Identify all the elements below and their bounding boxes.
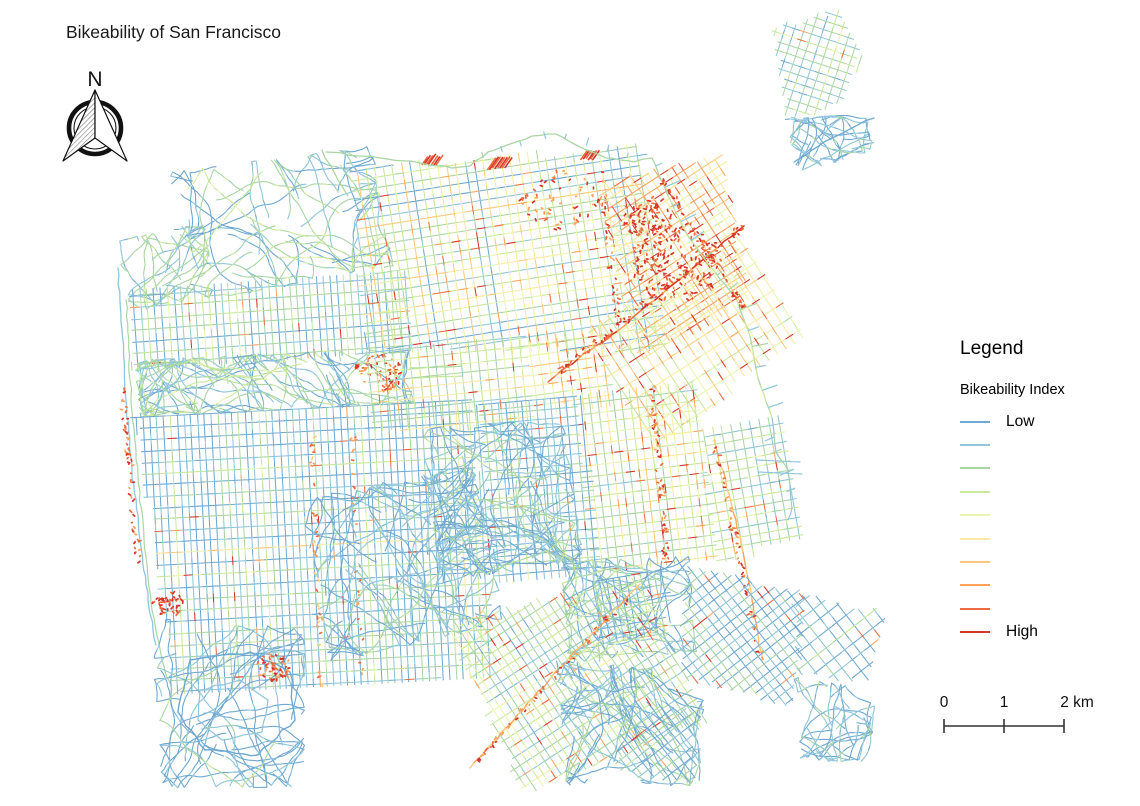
district-treasure-island xyxy=(771,9,863,121)
road-bay-bridge-b xyxy=(801,133,869,171)
piers-fort-mason xyxy=(421,153,444,167)
speckles-third-street xyxy=(712,446,765,661)
district-visitacion-grid xyxy=(615,697,700,783)
legend-item xyxy=(960,527,1135,550)
legend-layer-title: Bikeability Index xyxy=(960,382,1065,398)
district-presidio xyxy=(170,146,394,298)
district-bernal-grid xyxy=(591,569,672,645)
pier-long-a xyxy=(755,459,801,463)
pier-long-b xyxy=(757,471,803,475)
road-embarcadero xyxy=(651,157,773,419)
legend-swatch-line xyxy=(960,537,990,540)
district-lake-merced xyxy=(153,618,306,789)
district-golden-gate-park xyxy=(134,346,414,419)
legend-swatch-line xyxy=(960,444,990,447)
district-marina-grid xyxy=(349,143,669,356)
road-great-highway xyxy=(125,299,173,691)
legend-item xyxy=(960,480,1135,503)
piers-embarcadero xyxy=(655,162,784,409)
district-bayview-grid xyxy=(676,565,806,707)
speckles-north-beach xyxy=(518,169,602,231)
legend-swatch-line xyxy=(960,631,990,634)
road-mission-bay xyxy=(771,417,793,521)
district-potrero-grid xyxy=(701,415,804,562)
legend-swatch-line xyxy=(960,584,990,587)
legend-item xyxy=(960,597,1135,620)
district-excelsior-grid xyxy=(450,577,708,792)
piers-fishermans-wharf xyxy=(486,155,513,171)
scale-tick-label-0: 0 xyxy=(940,694,949,711)
district-candlestick xyxy=(793,677,875,763)
speckles-mission-south xyxy=(476,587,641,763)
legend-panel: Legend Bikeability Index Low High xyxy=(960,338,1135,644)
speckles-sunset-blvd xyxy=(308,435,324,688)
speckles-mission-st xyxy=(648,384,670,560)
district-yerba-buena xyxy=(784,114,874,170)
piers-wharf-ticks xyxy=(481,131,629,159)
road-bay-bridge-a xyxy=(793,117,875,163)
speckles-embarcadero xyxy=(659,178,747,310)
legend-item xyxy=(960,504,1135,527)
road-ggb-approach xyxy=(321,149,349,197)
legend-item: High xyxy=(960,621,1135,644)
north-label: N xyxy=(87,68,102,91)
legend-swatch-line xyxy=(960,490,990,493)
district-hunters-point-grid xyxy=(791,594,886,682)
map-title: Bikeability of San Francisco xyxy=(66,22,281,42)
speckles-zoo xyxy=(151,590,184,617)
speckles-market xyxy=(557,224,745,375)
road-ocean-beach xyxy=(117,267,157,646)
legend-swatch-line xyxy=(960,420,990,423)
legend-items: Low High xyxy=(960,410,1135,644)
legend-item xyxy=(960,457,1135,480)
north-arrow: N xyxy=(62,68,128,162)
scale-tick-label-1: 1 xyxy=(1000,694,1009,711)
speckles-sfsu xyxy=(256,652,291,683)
legend-swatch-line xyxy=(960,607,990,610)
district-haight-grid xyxy=(355,334,535,433)
speckles-west-edge xyxy=(119,387,142,564)
piers-mission-bay xyxy=(764,436,796,493)
speckles-chinatown xyxy=(623,195,672,237)
road-lake-merced-loop xyxy=(177,651,296,757)
legend-swatch-line xyxy=(960,561,990,564)
legend-item xyxy=(960,574,1135,597)
legend-swatch-line xyxy=(960,467,990,470)
legend-item: Low xyxy=(960,410,1135,433)
legend-item xyxy=(960,433,1135,456)
district-twin-peaks xyxy=(423,421,583,583)
legend-swatch-line xyxy=(960,514,990,517)
legend-item-label: Low xyxy=(1006,412,1035,430)
road-parkmerced-loop xyxy=(197,679,269,741)
speckles-van-ness xyxy=(599,171,625,350)
compass-icon xyxy=(62,89,128,162)
legend-item xyxy=(960,550,1135,573)
scale-bar: 0 1 2 km xyxy=(940,694,1094,733)
district-lands-end xyxy=(119,224,214,310)
legend-item-label: High xyxy=(1006,623,1038,641)
district-mission-grid xyxy=(572,380,718,574)
scale-tick-label-2: 2 km xyxy=(1060,694,1094,711)
legend-title: Legend xyxy=(960,338,1024,359)
